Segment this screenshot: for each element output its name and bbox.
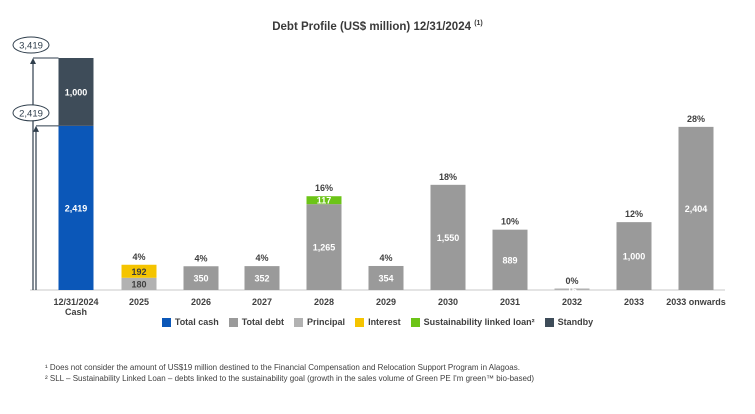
bar-principal-8 <box>554 288 590 290</box>
legend-label-1: Total debt <box>241 317 285 327</box>
title-footnote-ref: (1) <box>474 20 483 27</box>
legend-swatch-5 <box>544 317 554 327</box>
legend-item-5: Standby <box>544 317 594 327</box>
data-label-total-debt-10: 2,404 <box>685 204 708 214</box>
marker-oval-1 <box>12 104 50 122</box>
legend-label-3: Interest <box>368 317 401 327</box>
category-label-1-0: 2025 <box>129 297 149 307</box>
legend-item-3: Interest <box>355 317 401 327</box>
bar-total-debt-5 <box>368 265 404 290</box>
marker-oval-0 <box>12 36 50 54</box>
data-label-principal-8: 16 <box>567 285 577 295</box>
percent-label-1: 4% <box>132 252 145 262</box>
category-label-2-0: 2026 <box>191 297 211 307</box>
percent-label-3: 4% <box>255 253 268 263</box>
bar-total-debt-6 <box>430 184 466 290</box>
legend-swatch-3 <box>355 317 365 327</box>
legend-label-2: Principal <box>307 317 346 327</box>
category-label-0-0: 12/31/2024 <box>53 297 98 307</box>
category-label-7-0: 2031 <box>500 297 520 307</box>
chart-title: Debt Profile (US$ million) 12/31/2024 (1… <box>0 20 755 33</box>
category-label-0-1: Cash <box>65 307 87 317</box>
percent-label-8: 0% <box>565 276 578 286</box>
percent-label-2: 4% <box>194 253 207 263</box>
legend-label-5: Standby <box>557 317 594 327</box>
legend-swatch-0 <box>161 317 171 327</box>
legend-item-1: Total debt <box>228 317 285 327</box>
bar-interest-1 <box>121 264 157 278</box>
category-label-9-0: 2033 <box>624 297 644 307</box>
marker-label-1: 2,419 <box>19 108 43 119</box>
bar-total-debt-3 <box>244 266 280 290</box>
data-label-standby-0: 1,000 <box>65 87 88 97</box>
percent-label-9: 12% <box>625 209 643 219</box>
legend-swatch-2 <box>294 317 304 327</box>
data-label-total-debt-2: 350 <box>193 274 208 284</box>
bar-total-cash-0 <box>58 125 94 290</box>
data-label-total-cash-0: 2,419 <box>65 203 88 213</box>
category-label-4-0: 2028 <box>314 297 334 307</box>
marker-arrow-head-0 <box>30 58 36 64</box>
chart-title-text: Debt Profile (US$ million) 12/31/2024 <box>272 20 471 33</box>
data-label-principal-1: 180 <box>131 279 146 289</box>
bar-principal-1 <box>121 277 157 290</box>
data-label-total-debt-9: 1,000 <box>623 252 646 262</box>
data-label-total-debt-3: 352 <box>254 274 269 284</box>
percent-label-5: 4% <box>379 253 392 263</box>
data-label-total-debt-6: 1,550 <box>437 233 460 243</box>
legend-swatch-4 <box>410 317 420 327</box>
category-label-10-0: 2033 onwards <box>666 297 726 307</box>
category-label-6-0: 2030 <box>438 297 458 307</box>
bar-total-debt-4 <box>306 204 342 290</box>
legend-label-0: Total cash <box>174 317 219 327</box>
footnotes: ¹ Does not consider the amount of US$19 … <box>45 362 534 384</box>
bar-total-debt-10 <box>678 126 714 291</box>
bar-total-debt-9 <box>616 222 652 290</box>
category-label-5-0: 2029 <box>376 297 396 307</box>
legend-label-4: Sustainability linked loan² <box>423 317 535 327</box>
footnote-1: ¹ Does not consider the amount of US$19 … <box>45 363 520 372</box>
marker-label-0: 3,419 <box>19 41 43 52</box>
percent-label-6: 18% <box>439 172 457 182</box>
data-label-interest-1: 192 <box>131 267 146 277</box>
marker-arrow-head-1 <box>33 125 39 132</box>
percent-label-7: 10% <box>501 217 519 227</box>
bar-total-debt-7 <box>492 229 528 290</box>
chart-legend: Total cash Total debt Principal Interest Sus… <box>0 317 755 327</box>
data-label-total-debt-7: 889 <box>502 255 517 265</box>
bar-sustainability-linked-loan-4 <box>306 196 342 205</box>
legend-item-2: Principal <box>294 317 345 327</box>
legend-swatch-1 <box>228 317 238 327</box>
footnote-2: ² SLL – Sustainability Linked Loan – deb… <box>45 374 535 383</box>
category-label-8-0: 2032 <box>562 297 582 307</box>
data-label-total-debt-5: 354 <box>378 273 393 283</box>
percent-label-10: 28% <box>687 114 705 124</box>
bar-standby-0 <box>58 58 94 126</box>
legend-item-4: Sustainability linked loan² <box>410 317 535 327</box>
bar-total-debt-2 <box>183 266 219 290</box>
data-label-total-debt-4: 1,265 <box>313 243 336 253</box>
data-label-sustainability-linked-loan-4: 117 <box>317 196 332 206</box>
percent-label-4: 16% <box>315 183 333 193</box>
category-label-3-0: 2027 <box>252 297 272 307</box>
legend-item-0: Total cash <box>161 317 219 327</box>
